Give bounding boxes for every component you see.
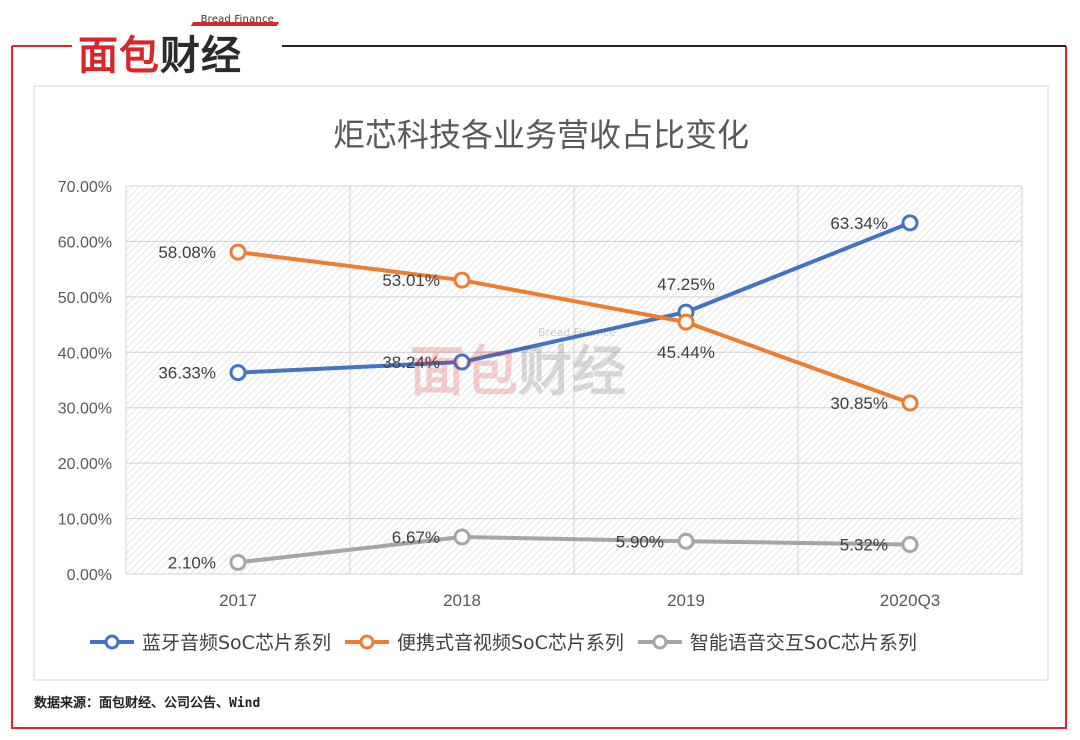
x-tick-label: 2019 [667,591,705,610]
data-label: 53.01% [382,271,440,290]
data-point [901,394,919,412]
data-point [677,532,695,550]
y-tick-label: 20.00% [58,456,112,473]
data-point [901,536,919,554]
data-point [453,353,471,371]
source-note: 数据来源：面包财经、公司公告、Wind [34,696,261,711]
data-point [229,364,247,382]
data-label: 38.24% [382,353,440,372]
data-point [453,271,471,289]
legend-marker [359,634,375,650]
series-1: 58.08% 53.01% 45.44% 30.85% [158,243,919,413]
data-label: 5.32% [840,536,888,555]
brand-logo: Bread Finance 面包财经 [72,14,282,82]
chart-title: 炬芯科技各业务营收占比变化 [333,116,749,154]
x-tick-label: 2017 [219,591,257,610]
watermark-part2: 财经 [518,340,626,403]
series-line [237,250,911,405]
data-label: 2.10% [168,553,216,572]
legend-entry-1: 便携式音视频SoC芯片系列 [344,632,624,654]
data-point [453,528,471,546]
watermark-text: 面包财经 [410,340,626,404]
data-point [229,243,247,261]
series-2: 2.10% 6.67% 5.90% 5.32% [168,528,919,572]
watermark-logo: Bread Finance 面包财经 [410,320,670,410]
brand-logo-sub: Bread Finance [200,14,274,25]
brand-logo-slash [190,22,280,26]
data-label: 45.44% [657,343,715,362]
outer-frame [11,46,1067,729]
y-tick-label: 0.00% [67,567,112,584]
data-label: 6.67% [392,528,440,547]
data-point [229,553,247,571]
y-tick-label: 40.00% [58,345,112,362]
data-point [677,313,695,331]
data-label: 5.90% [616,532,664,551]
legend-entry-2: 智能语音交互SoC芯片系列 [637,632,917,654]
y-tick-label: 70.00% [58,179,112,196]
y-tick-label: 50.00% [58,290,112,307]
legend-entry-0: 蓝牙音频SoC芯片系列 [90,632,331,654]
legend-label: 便携式音视频SoC芯片系列 [397,632,624,654]
y-tick-label: 60.00% [58,234,112,251]
legend-marker [652,634,668,650]
series-0: 36.33% 38.24% 47.25% 63.34% [158,214,919,383]
watermark-sub: Bread Finance [538,326,616,339]
legend-marker [104,634,120,650]
data-label: 36.33% [158,364,216,383]
legend-label: 蓝牙音频SoC芯片系列 [142,632,331,654]
brand-logo-text: 面包财经 [78,32,242,80]
data-label: 30.85% [830,394,888,413]
x-tick-label: 2018 [443,591,481,610]
data-label: 58.08% [158,243,216,262]
legend-label: 智能语音交互SoC芯片系列 [690,632,917,654]
data-point [901,214,919,232]
y-tick-label: 10.00% [58,512,112,529]
data-label: 63.34% [830,214,888,233]
data-label: 47.25% [657,275,715,294]
brand-logo-part1: 面包 [78,33,160,79]
brand-logo-part2: 财经 [160,33,242,79]
x-tick-label: 2020Q3 [880,591,941,610]
y-tick-label: 30.00% [58,401,112,418]
series-line [237,221,911,375]
series-line [237,535,911,565]
watermark-part1: 面包 [410,340,518,403]
